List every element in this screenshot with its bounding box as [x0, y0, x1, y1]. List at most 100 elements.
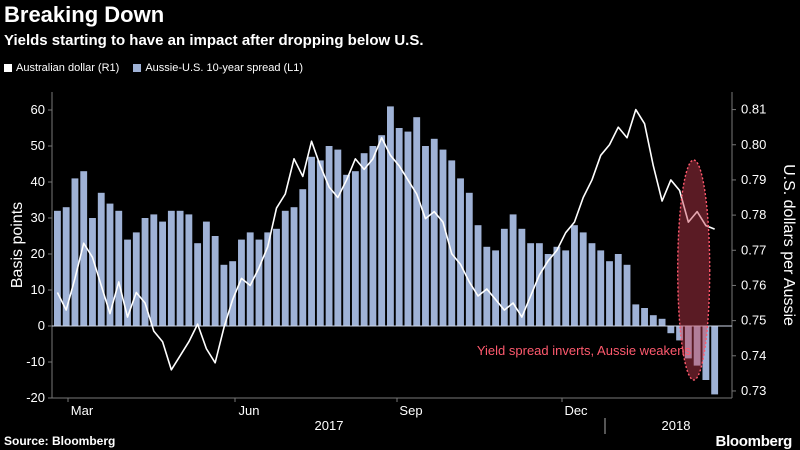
spread-bar — [238, 239, 245, 326]
spread-bar — [474, 225, 482, 326]
x-month-label: Dec — [564, 403, 588, 418]
source-note: Source: Bloomberg — [4, 434, 116, 448]
spread-bar — [176, 210, 184, 326]
spread-bar — [404, 131, 412, 326]
spread-bar — [641, 308, 648, 326]
spread-bar — [535, 243, 543, 326]
spread-bar — [80, 171, 88, 326]
legend: Australian dollar (R1) Aussie-U.S. 10-ye… — [4, 62, 303, 74]
y-right-tick-label: 0.77 — [741, 242, 766, 257]
x-year-label: 2017 — [315, 418, 344, 433]
x-month-label: Sep — [399, 403, 422, 418]
spread-bar — [492, 250, 499, 326]
y-right-tick-label: 0.80 — [741, 137, 766, 152]
legend-swatch-spread — [133, 64, 142, 72]
y-left-tick-label: 50 — [31, 138, 45, 153]
spread-bar — [448, 160, 456, 326]
x-year-label: 2018 — [662, 418, 691, 433]
y-right-tick-label: 0.78 — [741, 207, 766, 222]
spread-bar — [649, 315, 657, 326]
y-right-tick-label: 0.75 — [741, 313, 766, 328]
chart-subtitle: Yields starting to have an impact after … — [4, 32, 424, 49]
y-right-tick-label: 0.73 — [741, 383, 766, 398]
spread-bar — [483, 246, 491, 326]
spread-bar — [290, 207, 298, 326]
spread-bar — [194, 243, 202, 326]
spread-bar — [509, 214, 517, 326]
spread-bar — [124, 239, 131, 326]
spread-bar — [150, 214, 158, 326]
legend-label-spread: Aussie-U.S. 10-year spread (L1) — [145, 62, 304, 74]
spread-bar — [465, 192, 473, 326]
spread-bar — [211, 236, 219, 326]
spread-bar — [89, 218, 96, 326]
y-right-tick-label: 0.81 — [741, 102, 766, 117]
spread-bar — [246, 232, 254, 326]
legend-item-aud: Australian dollar (R1) — [4, 62, 119, 74]
spread-bar — [588, 243, 596, 326]
spread-bar — [544, 254, 552, 326]
spread-bar — [457, 178, 464, 326]
spread-bar — [614, 254, 622, 326]
spread-bar — [343, 174, 351, 326]
spread-bar — [308, 156, 315, 326]
spread-bar — [684, 326, 692, 359]
spread-bar — [711, 326, 719, 395]
spread-bar — [632, 304, 640, 326]
spread-bar — [141, 218, 149, 326]
spread-bar — [132, 232, 140, 326]
spread-bar — [106, 203, 114, 326]
spread-bar — [316, 160, 324, 326]
spread-bar — [299, 189, 307, 326]
legend-item-spread: Aussie-U.S. 10-year spread (L1) — [133, 62, 303, 74]
spread-bar — [97, 192, 105, 326]
spread-bar — [378, 135, 386, 326]
spread-bar — [351, 171, 359, 326]
spread-bar — [264, 232, 272, 326]
spread-bar — [579, 232, 587, 326]
spread-bar — [693, 326, 701, 366]
y-right-tick-label: 0.79 — [741, 172, 766, 187]
spread-bar — [71, 178, 79, 326]
spread-bar — [413, 117, 421, 326]
y-right-axis-title: U.S. dollars per Aussie — [780, 164, 797, 326]
spread-bar — [527, 243, 535, 326]
spread-bar — [667, 326, 675, 334]
y-left-tick-label: 40 — [31, 174, 45, 189]
x-month-label: Jun — [239, 403, 260, 418]
spread-bar — [115, 210, 123, 326]
spread-bar — [185, 214, 193, 326]
spread-bar — [606, 261, 613, 326]
annotation-text: Yield spread inverts, Aussie weakens — [477, 343, 692, 358]
y-left-tick-label: -20 — [26, 390, 45, 405]
spread-bar — [202, 221, 210, 326]
spread-bar — [658, 318, 666, 326]
spread-bar — [167, 210, 175, 326]
spread-bar — [281, 210, 289, 326]
spread-bar — [422, 146, 429, 326]
spread-bar — [623, 264, 631, 326]
spread-bar — [54, 210, 61, 326]
y-left-tick-label: -10 — [26, 354, 45, 369]
spread-bar — [702, 326, 710, 380]
y-left-tick-label: 0 — [38, 318, 45, 333]
spread-bar — [518, 228, 526, 326]
y-left-tick-label: 30 — [31, 210, 45, 225]
y-right-tick-label: 0.74 — [741, 348, 766, 363]
y-left-axis-title: Basis points — [9, 202, 26, 288]
y-left-tick-label: 10 — [31, 282, 45, 297]
brand-logo: Bloomberg — [715, 433, 793, 450]
spread-bar — [360, 153, 368, 326]
spread-bar — [159, 221, 166, 326]
spread-bar — [273, 228, 280, 326]
spread-bar — [325, 146, 333, 326]
spread-bar — [395, 128, 403, 326]
legend-swatch-aud — [4, 64, 12, 72]
x-month-label: Mar — [71, 403, 94, 418]
spread-bar — [553, 246, 561, 326]
y-left-tick-label: 60 — [31, 102, 45, 117]
spread-bar — [334, 149, 342, 326]
spread-bar — [571, 225, 578, 326]
spread-bar — [369, 146, 377, 326]
